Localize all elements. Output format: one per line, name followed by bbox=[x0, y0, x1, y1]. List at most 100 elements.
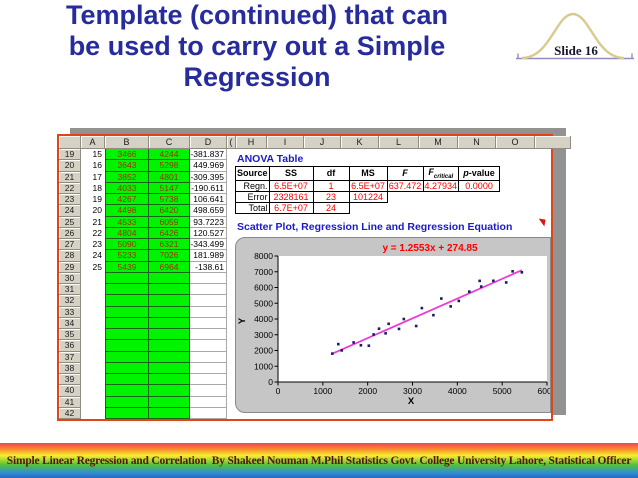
row-header[interactable]: 23 bbox=[59, 194, 81, 206]
row-header[interactable]: 33 bbox=[59, 306, 81, 318]
cell[interactable]: -138.61 bbox=[190, 261, 227, 273]
row-header[interactable]: 25 bbox=[59, 216, 81, 228]
row-header[interactable]: 39 bbox=[59, 374, 81, 386]
column-header[interactable]: A bbox=[81, 136, 105, 149]
cell[interactable] bbox=[81, 363, 105, 374]
cell[interactable] bbox=[105, 306, 149, 318]
row-header[interactable]: 28 bbox=[59, 250, 81, 262]
cell[interactable] bbox=[190, 385, 227, 397]
cell[interactable] bbox=[81, 329, 105, 340]
cell[interactable]: -381.837 bbox=[190, 149, 227, 161]
cell[interactable] bbox=[149, 295, 190, 307]
cell[interactable] bbox=[81, 318, 105, 329]
column-header[interactable]: B bbox=[105, 136, 149, 149]
cell[interactable] bbox=[105, 396, 149, 408]
cell[interactable] bbox=[190, 407, 227, 419]
cell[interactable] bbox=[81, 273, 105, 284]
cell[interactable]: 5439 bbox=[105, 261, 149, 273]
cell[interactable]: 4244 bbox=[149, 149, 190, 161]
cell[interactable]: 20 bbox=[92, 205, 102, 216]
cell[interactable] bbox=[105, 295, 149, 307]
cell[interactable] bbox=[105, 351, 149, 363]
column-header[interactable]: N bbox=[458, 136, 496, 149]
cell[interactable] bbox=[81, 340, 105, 351]
cell[interactable]: 5147 bbox=[149, 182, 190, 194]
cell[interactable] bbox=[81, 385, 105, 396]
cell[interactable] bbox=[81, 374, 105, 385]
row-header[interactable]: 34 bbox=[59, 317, 81, 329]
column-header[interactable]: ( bbox=[227, 136, 236, 149]
column-header[interactable]: K bbox=[341, 136, 379, 149]
cell[interactable] bbox=[190, 329, 227, 341]
cell[interactable]: 5090 bbox=[105, 239, 149, 251]
cell[interactable] bbox=[149, 374, 190, 386]
cell[interactable] bbox=[105, 362, 149, 374]
row-header[interactable]: 27 bbox=[59, 239, 81, 251]
cell[interactable]: 16 bbox=[92, 160, 102, 171]
row-header[interactable]: 36 bbox=[59, 340, 81, 352]
column-header[interactable]: C bbox=[149, 136, 190, 149]
row-header[interactable]: 22 bbox=[59, 182, 81, 194]
cell[interactable]: 3466 bbox=[105, 149, 149, 161]
cell[interactable] bbox=[149, 317, 190, 329]
cell[interactable] bbox=[81, 307, 105, 318]
row-header[interactable]: 21 bbox=[59, 171, 81, 183]
cell[interactable]: 3643 bbox=[105, 160, 149, 172]
cell[interactable]: 120.527 bbox=[190, 227, 227, 239]
cell[interactable]: 4533 bbox=[105, 216, 149, 228]
cell[interactable]: 15 bbox=[92, 149, 102, 159]
column-header[interactable]: M bbox=[419, 136, 458, 149]
cell[interactable] bbox=[190, 306, 227, 318]
column-header[interactable]: J bbox=[304, 136, 341, 149]
cell[interactable]: 22 bbox=[92, 227, 102, 238]
sheet-rows[interactable]: 19 15 3466 4244 -381.837 20 16 3643 5298 449.969 2… bbox=[59, 149, 227, 419]
cell[interactable] bbox=[190, 351, 227, 363]
cell[interactable]: -309.395 bbox=[190, 171, 227, 183]
cell[interactable] bbox=[105, 340, 149, 352]
cell[interactable]: 5233 bbox=[105, 250, 149, 262]
cell[interactable]: 498.659 bbox=[190, 205, 227, 217]
cell[interactable]: 7026 bbox=[149, 250, 190, 262]
cell[interactable]: 106.641 bbox=[190, 194, 227, 206]
cell[interactable] bbox=[105, 385, 149, 397]
row-header[interactable]: 30 bbox=[59, 272, 81, 284]
row-header[interactable]: 37 bbox=[59, 351, 81, 363]
cell[interactable]: 23 bbox=[92, 239, 102, 249]
column-header[interactable]: D bbox=[190, 136, 227, 149]
row-header[interactable]: 41 bbox=[59, 396, 81, 408]
cell[interactable] bbox=[105, 407, 149, 419]
cell[interactable] bbox=[105, 374, 149, 386]
row-header[interactable]: 26 bbox=[59, 227, 81, 239]
cell[interactable] bbox=[149, 340, 190, 352]
cell[interactable]: 3852 bbox=[105, 171, 149, 183]
cell[interactable] bbox=[149, 362, 190, 374]
row-header[interactable]: 42 bbox=[59, 407, 81, 419]
cell[interactable] bbox=[81, 352, 105, 363]
cell[interactable]: 4498 bbox=[105, 205, 149, 217]
cell[interactable] bbox=[190, 272, 227, 284]
cell[interactable]: 4267 bbox=[105, 194, 149, 206]
cell[interactable] bbox=[81, 295, 105, 306]
cell[interactable]: 449.969 bbox=[190, 160, 227, 172]
scatter-chart[interactable]: 0 1000 2000 3000 4000 5000 6000 7000 8000 0 1000 20… bbox=[235, 237, 551, 413]
column-header-row[interactable]: A B C D(H I J K L M N O bbox=[59, 136, 571, 149]
cell[interactable] bbox=[190, 340, 227, 352]
cell[interactable]: 6321 bbox=[149, 239, 190, 251]
cell[interactable] bbox=[81, 397, 105, 408]
row-header[interactable]: 19 bbox=[59, 149, 81, 161]
cell[interactable] bbox=[149, 272, 190, 284]
cell[interactable] bbox=[105, 329, 149, 341]
cell[interactable]: 93.7223 bbox=[190, 216, 227, 228]
cell[interactable]: 4801 bbox=[149, 171, 190, 183]
row-header[interactable]: 20 bbox=[59, 160, 81, 172]
cell[interactable] bbox=[149, 329, 190, 341]
row-header[interactable]: 38 bbox=[59, 362, 81, 374]
cell[interactable] bbox=[149, 351, 190, 363]
cell[interactable]: 181.989 bbox=[190, 250, 227, 262]
cell[interactable]: 6420 bbox=[149, 205, 190, 217]
cell[interactable] bbox=[190, 374, 227, 386]
cell[interactable] bbox=[81, 408, 105, 419]
cell[interactable] bbox=[149, 306, 190, 318]
cell[interactable]: -343.499 bbox=[190, 239, 227, 251]
column-header[interactable]: L bbox=[379, 136, 419, 149]
